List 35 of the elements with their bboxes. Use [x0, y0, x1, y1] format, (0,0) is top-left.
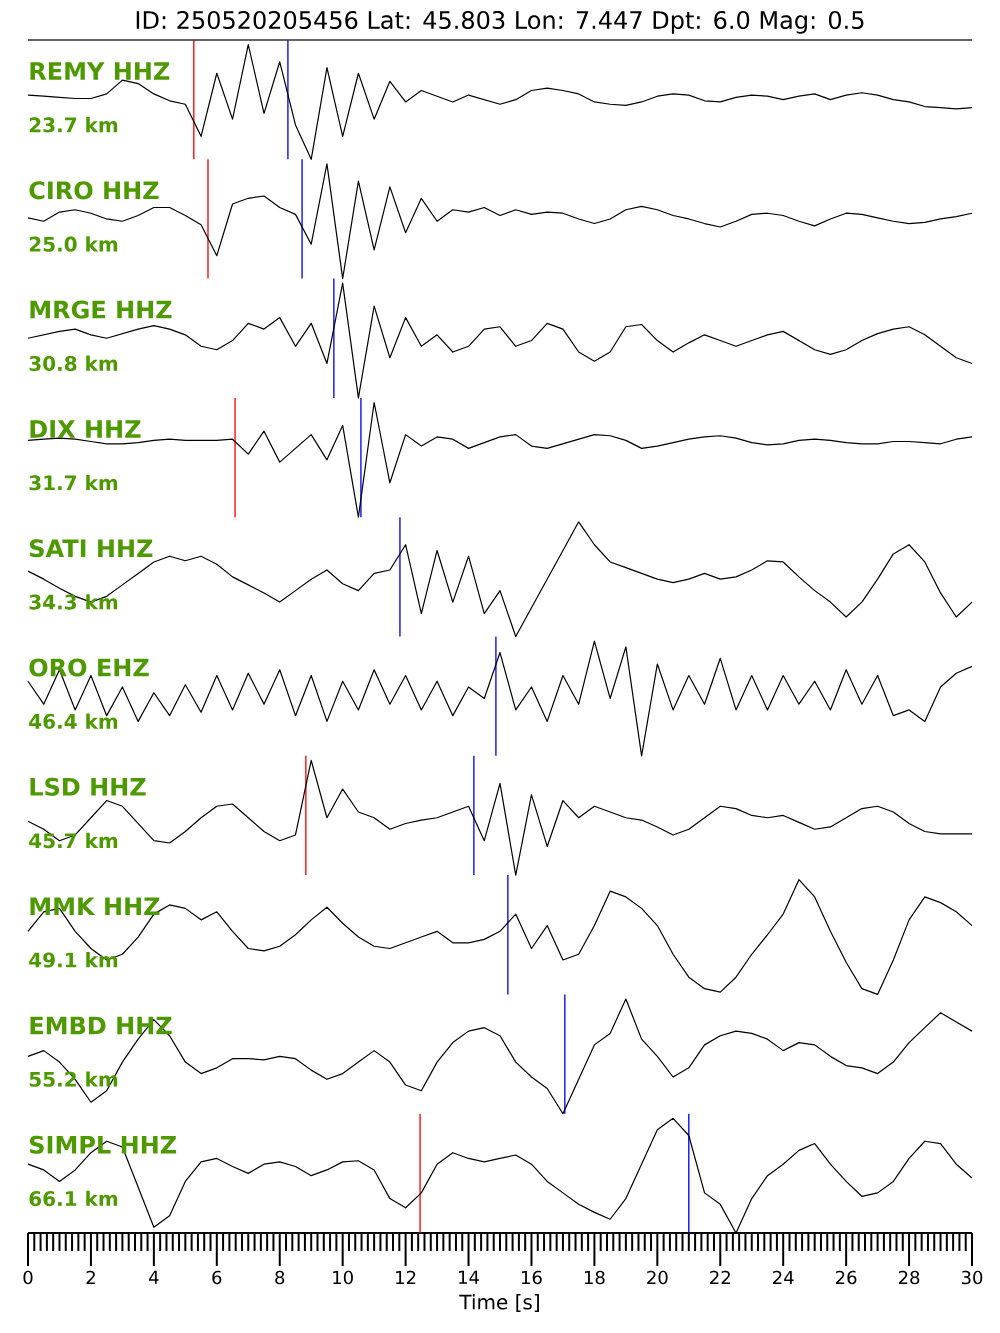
annotation: ORO EHZ — [29, 658, 149, 677]
annotation: CIRO HHZ — [29, 181, 159, 200]
annotation: 66.1 km — [29, 1190, 118, 1207]
x-tick-label: 8 — [275, 1270, 285, 1285]
annotation: SATI HHZ — [29, 539, 153, 558]
x-tick-label: 0 — [23, 1270, 33, 1285]
x-tick-label: 4 — [149, 1270, 159, 1284]
x-tick-label: 12 — [396, 1270, 416, 1285]
annotation: MMK HHZ — [30, 897, 160, 915]
x-tick-label: 18 — [584, 1270, 605, 1285]
annotation: 46.4 km — [29, 713, 118, 729]
annotation: LSD HHZ — [30, 777, 146, 796]
annotation: REMY HHZ — [30, 62, 170, 80]
x-axis-title: Time [s] — [459, 1294, 539, 1312]
x-tick-label: 20 — [647, 1270, 668, 1285]
x-tick-label: 2 — [86, 1270, 95, 1285]
annotation: 23.7 km — [29, 116, 118, 133]
x-tick-label: 16 — [522, 1270, 542, 1285]
chart-title: ID: 250520205456 Lat: 45.803 Lon: 7.447 Dpt: 6.0 Mag: 0.5 — [136, 10, 864, 34]
annotation: DIX HHZ — [30, 420, 141, 438]
x-tick-label: 22 — [710, 1270, 730, 1285]
annotation: 25.0 km — [29, 236, 118, 252]
x-tick-label: 24 — [773, 1270, 794, 1285]
x-tick-label: 30 — [961, 1270, 983, 1285]
x-tick-label: 14 — [459, 1270, 479, 1284]
x-tick-label: 10 — [333, 1270, 353, 1285]
annotation: 34.3 km — [29, 594, 118, 610]
annotation: 31.7 km — [29, 474, 118, 491]
annotation: 49.1 km — [29, 952, 118, 968]
x-tick-label: 26 — [836, 1270, 857, 1285]
annotation: MRGE HHZ — [30, 300, 172, 319]
x-tick-label: 28 — [898, 1270, 920, 1285]
annotation: 30.8 km — [29, 355, 118, 372]
annotation: 45.7 km — [29, 832, 118, 849]
x-tick-label: 6 — [212, 1270, 222, 1285]
